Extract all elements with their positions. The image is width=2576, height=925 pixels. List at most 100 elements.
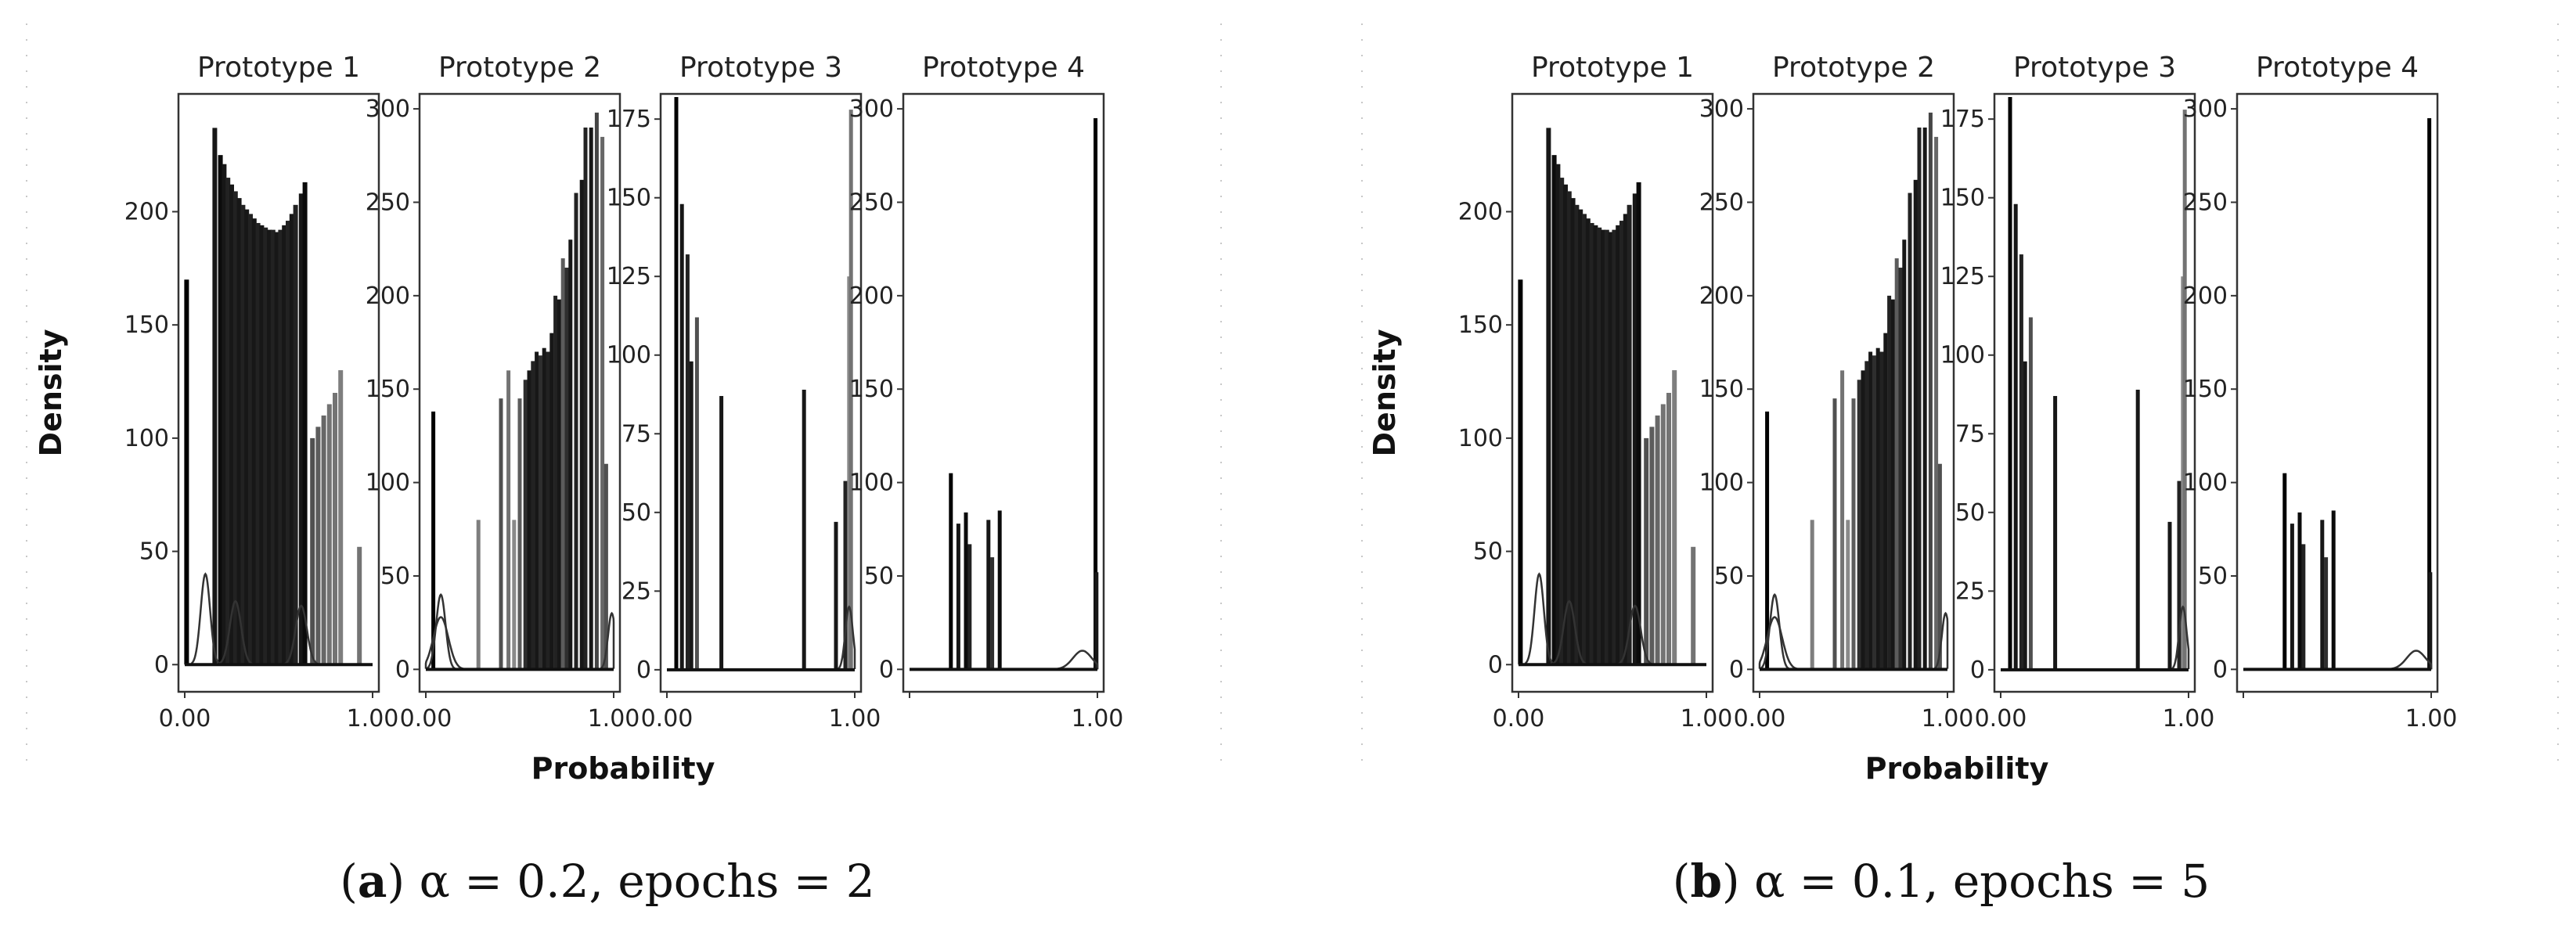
density-bar bbox=[1810, 520, 1814, 670]
x-tick-label: 0.00 bbox=[1493, 705, 1545, 732]
y-tick-label: 250 bbox=[2183, 189, 2228, 216]
density-bar bbox=[1627, 204, 1632, 665]
subplot-prototype-1: Prototype 1 0 50 100 150 200 0.00 1.00 Density bbox=[34, 52, 398, 732]
density-curve bbox=[218, 599, 253, 665]
caption-letter: b bbox=[1690, 855, 1722, 908]
y-tick-label: 75 bbox=[621, 420, 651, 448]
y-tick-label: 175 bbox=[1940, 106, 1985, 133]
density-bar bbox=[1898, 268, 1903, 670]
density-bar bbox=[956, 524, 960, 670]
density-bar bbox=[1589, 222, 1594, 665]
axes-frame bbox=[177, 92, 380, 693]
density-bar bbox=[1908, 193, 1912, 670]
density-bar bbox=[236, 198, 242, 665]
subfigure-caption: (b) α = 0.1, epochs = 5 bbox=[1673, 855, 2210, 908]
density-bar bbox=[1597, 227, 1602, 665]
subplot-title: Prototype 1 bbox=[1531, 52, 1694, 84]
density-bar bbox=[848, 110, 853, 670]
density-bar bbox=[1094, 572, 1099, 670]
y-tick-label: 50 bbox=[139, 538, 169, 566]
x-axis-label: Probability bbox=[531, 751, 715, 786]
density-curve bbox=[2387, 650, 2433, 671]
density-bar bbox=[1570, 198, 1576, 665]
density-bar bbox=[248, 214, 253, 665]
x-tick-label: 1.00 bbox=[1072, 705, 1124, 732]
density-bar bbox=[278, 229, 283, 665]
density-bar bbox=[1559, 178, 1565, 665]
density-curve bbox=[1758, 616, 1798, 670]
density-bar bbox=[1875, 347, 1880, 670]
density-bar bbox=[1917, 127, 1922, 670]
density-curve bbox=[837, 605, 856, 671]
x-tick-label: 0.00 bbox=[1734, 705, 1786, 732]
subplot-title: Prototype 4 bbox=[2256, 52, 2419, 84]
x-tick-label: 1.00 bbox=[588, 705, 640, 732]
subfigure-caption: (a) α = 0.2, epochs = 2 bbox=[340, 855, 874, 908]
y-tick-label: 200 bbox=[1458, 198, 1503, 225]
density-bar bbox=[326, 404, 332, 665]
density-bar bbox=[282, 225, 287, 665]
density-bar bbox=[1518, 279, 1523, 665]
density-bar bbox=[506, 370, 511, 670]
density-bar bbox=[535, 351, 539, 670]
y-tick-label: 50 bbox=[1714, 563, 1744, 590]
y-tick-label: 125 bbox=[607, 263, 651, 290]
subplot-prototype-4: Prototype 4 0 50 100 150 200 250 300 1.00 bbox=[2183, 52, 2458, 732]
density-bar bbox=[310, 437, 315, 665]
y-tick-label: 300 bbox=[1699, 95, 1744, 123]
density-bar bbox=[589, 127, 593, 670]
density-bar bbox=[1868, 351, 1873, 670]
y-tick-label: 0 bbox=[636, 657, 651, 684]
density-bar bbox=[1593, 225, 1598, 665]
subplot-title: Prototype 1 bbox=[197, 52, 360, 84]
y-tick-label: 150 bbox=[1940, 185, 1985, 212]
subplot-title: Prototype 4 bbox=[922, 52, 1085, 84]
density-bar bbox=[229, 184, 234, 665]
density-bar bbox=[685, 254, 690, 670]
y-tick-label: 150 bbox=[849, 376, 894, 403]
y-tick-label: 100 bbox=[1940, 342, 1985, 369]
density-bar bbox=[1928, 112, 1933, 670]
density-curve bbox=[426, 593, 456, 670]
density-bar bbox=[2297, 512, 2302, 670]
y-tick-label: 50 bbox=[864, 563, 894, 590]
density-bar bbox=[2428, 572, 2433, 670]
density-bar bbox=[1601, 229, 1605, 665]
density-bar bbox=[2053, 396, 2058, 670]
density-curve bbox=[190, 572, 221, 664]
density-bar bbox=[1546, 128, 1551, 665]
density-curve bbox=[1524, 572, 1555, 664]
density-bar bbox=[2028, 317, 2033, 670]
axes-frame bbox=[902, 92, 1105, 693]
density-bar bbox=[1887, 295, 1892, 670]
subplot-prototype-2: Prototype 2 0 50 100 150 200 250 300 0.00 1.00 bbox=[1699, 52, 1974, 732]
density-bar bbox=[302, 182, 308, 665]
density-bar bbox=[689, 361, 694, 670]
x-axis-label: Probability bbox=[1865, 751, 2049, 786]
density-bar bbox=[270, 229, 276, 665]
density-bar bbox=[557, 299, 561, 670]
y-tick-label: 25 bbox=[621, 578, 651, 605]
x-tick-label: 1.00 bbox=[1681, 705, 1733, 732]
density-bar bbox=[1937, 463, 1942, 670]
subplot-prototype-4: Prototype 4 0 50 100 150 200 250 300 1.00 bbox=[849, 52, 1124, 732]
density-bar bbox=[1585, 218, 1591, 665]
density-bar bbox=[990, 557, 995, 670]
density-bar bbox=[1632, 193, 1637, 665]
y-tick-label: 100 bbox=[366, 470, 410, 497]
y-tick-label: 100 bbox=[849, 470, 894, 497]
y-tick-label: 175 bbox=[607, 106, 651, 133]
density-bar bbox=[523, 380, 528, 670]
y-tick-label: 0 bbox=[2213, 656, 2228, 683]
density-bar bbox=[719, 396, 724, 670]
y-tick-label: 100 bbox=[607, 342, 651, 369]
caption-text: α = 0.2, epochs = 2 bbox=[405, 855, 875, 908]
x-tick-label: 0.00 bbox=[1975, 705, 2027, 732]
density-bar bbox=[527, 370, 531, 670]
density-bar bbox=[2167, 521, 2172, 670]
y-tick-label: 150 bbox=[1699, 376, 1744, 403]
density-bar bbox=[802, 389, 806, 670]
density-bar bbox=[1934, 136, 1939, 670]
density-bar bbox=[1563, 184, 1568, 665]
